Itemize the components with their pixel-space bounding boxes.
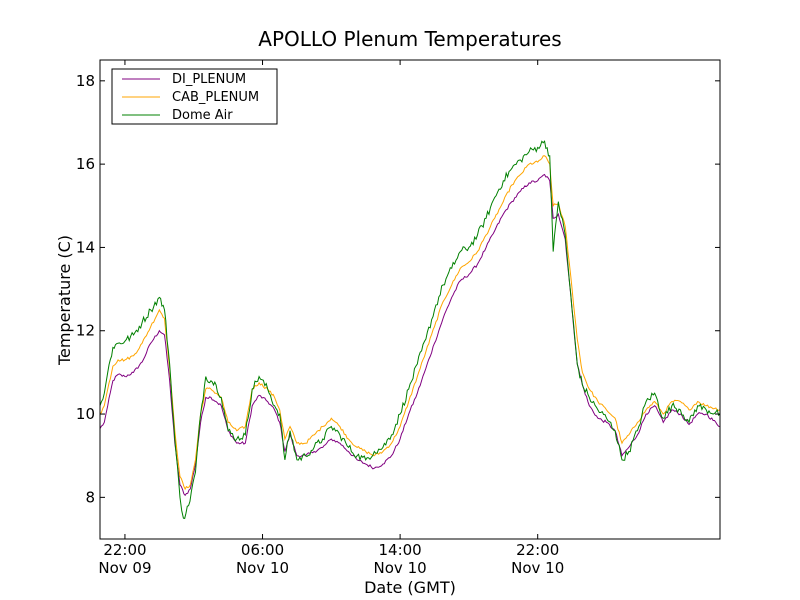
series-layer [99, 140, 721, 520]
x-tick-label-date: Nov 10 [511, 559, 564, 577]
legend: DI_PLENUM CAB_PLENUM Dome Air [111, 68, 278, 125]
y-tick-label: 10 [76, 405, 95, 423]
chart-title: APOLLO Plenum Temperatures [258, 27, 561, 51]
x-tick-label-time: 22:00 [103, 541, 146, 559]
plot-frame [99, 59, 721, 540]
x-tick-label-date: Nov 10 [236, 559, 289, 577]
legend-label: DI_PLENUM [172, 72, 246, 87]
x-tick-label-date: Nov 10 [374, 559, 427, 577]
x-tick-label-date: Nov 09 [98, 559, 151, 577]
y-tick-label: 18 [76, 72, 95, 90]
y-tick-label: 8 [85, 488, 95, 506]
series-line-di-plenum [99, 173, 721, 497]
y-tick-label: 12 [76, 322, 95, 340]
x-tick-label-time: 06:00 [241, 541, 284, 559]
x-tick-label-time: 22:00 [516, 541, 559, 559]
y-tick-label: 14 [76, 238, 95, 256]
x-tick-label-time: 14:00 [378, 541, 421, 559]
y-tick-label: 16 [76, 155, 95, 173]
x-axis-label: Date (GMT) [364, 578, 456, 597]
legend-label: Dome Air [172, 108, 233, 123]
y-axis-label: Temperature (C) [55, 235, 74, 366]
series-line-dome-air [99, 140, 721, 520]
legend-label: CAB_PLENUM [172, 90, 259, 105]
series-line-cab-plenum [99, 155, 721, 491]
